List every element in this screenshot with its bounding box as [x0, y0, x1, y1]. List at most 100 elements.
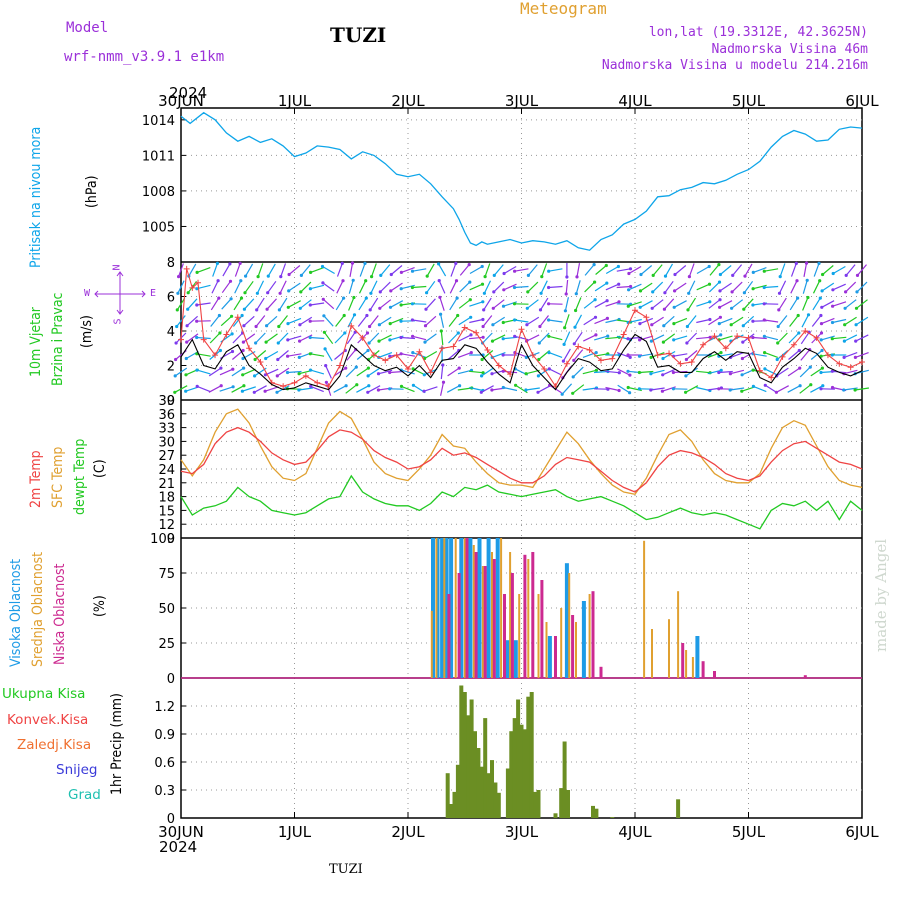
- precip-total-label: Ukupna Kisa: [2, 686, 86, 702]
- wind-arrow-head: [215, 261, 219, 265]
- wind-arrow: [210, 315, 220, 327]
- wind-arrow-head: [708, 300, 712, 304]
- wind-arrow: [605, 265, 619, 275]
- wind-arrow-head: [364, 296, 368, 300]
- wind-arrow: [845, 281, 857, 293]
- wind-arrow: [565, 279, 569, 295]
- wind-arrow: [639, 370, 654, 374]
- wind-arrow-head: [740, 373, 744, 377]
- wind-arrow: [277, 332, 289, 344]
- wind-arrow: [267, 263, 276, 277]
- wind-arrow-head: [502, 271, 506, 276]
- wind-arrow: [650, 387, 665, 391]
- wind-arrow-head: [368, 324, 372, 329]
- wind-arrow: [844, 316, 857, 326]
- wind-arrow-head: [741, 324, 745, 328]
- wind-arrow-head: [378, 306, 382, 310]
- cloud-bar-mid: [491, 552, 493, 678]
- wind-arrow-head: [275, 390, 279, 394]
- cloud-bar-high: [547, 636, 552, 678]
- wind-arrow-head: [469, 333, 473, 337]
- y-tick-label: 18: [158, 491, 175, 506]
- precip-bar: [479, 766, 484, 818]
- wind-arrow-head: [322, 330, 326, 334]
- wind-arrow-head: [649, 355, 653, 359]
- precip-bar: [553, 813, 558, 818]
- wind-arrow: [719, 317, 733, 325]
- wind-gust-marker: [790, 341, 797, 348]
- wind-arrow-head: [240, 313, 244, 318]
- wind-arrow: [575, 297, 582, 311]
- wind-arrow-head: [344, 384, 348, 388]
- wind-gust-marker: [654, 352, 661, 359]
- model-name: wrf-nmm_v3.9.1 e1km: [64, 49, 225, 65]
- wind-arrow: [855, 352, 869, 358]
- wind-arrow-head: [242, 307, 246, 311]
- wind-arrow-head: [481, 335, 485, 339]
- wind-arrow-head: [238, 261, 242, 265]
- wind-arrow: [639, 317, 654, 325]
- wind-arrow-head: [514, 383, 518, 387]
- wind-arrow-head: [354, 365, 358, 369]
- wind-arrow-head: [320, 264, 325, 269]
- wind-arrow: [503, 283, 517, 291]
- y-tick-label: 0.6: [154, 756, 175, 771]
- wind-arrow-head: [842, 355, 846, 359]
- wind-gust-marker: [257, 359, 264, 366]
- wind-arrow: [266, 315, 278, 327]
- wind-arrow-head: [176, 291, 180, 295]
- wind-arrow: [778, 280, 787, 294]
- x-tick-label-bottom: 4JUL: [618, 823, 652, 841]
- wind-arrow: [265, 368, 279, 376]
- wind-arrow-head: [186, 291, 190, 295]
- wind-arrow: [174, 385, 188, 393]
- wind-arrow-head: [481, 300, 485, 304]
- wind-arrow: [718, 335, 733, 341]
- wind-arrow-head: [513, 269, 517, 273]
- wind-arrow-head: [806, 313, 811, 317]
- wind-arrow-head: [298, 306, 302, 310]
- x-tick-label-top: 6JUL: [845, 92, 879, 110]
- wind-arrow-head: [253, 357, 257, 362]
- wind-arrow: [243, 315, 255, 327]
- wind-arrow: [491, 352, 506, 358]
- wind-arrow: [280, 263, 287, 277]
- wind-arrow-head: [256, 275, 260, 279]
- wind-gust-marker: [484, 346, 491, 353]
- wind-arrow: [537, 385, 551, 393]
- wind-arrow-head: [626, 304, 630, 308]
- wind-arrow: [663, 315, 675, 327]
- wind-arrow: [843, 369, 858, 375]
- wind-arrow: [696, 265, 710, 275]
- wind-arrow-head: [718, 289, 722, 293]
- wind-arrow: [256, 297, 265, 311]
- wind-arrow: [663, 333, 676, 343]
- precip-bar: [516, 699, 521, 818]
- wind-gust-marker: [178, 336, 184, 343]
- wind-arrow-head: [490, 388, 494, 392]
- wind-arrow-head: [707, 264, 711, 269]
- wind-arrow: [779, 263, 786, 277]
- wind-arrow: [323, 331, 334, 345]
- wind-arrow-head: [572, 342, 576, 346]
- wind-arrow-head: [672, 305, 676, 309]
- cloud-bar-high: [431, 538, 435, 678]
- wind-arrow-head: [242, 384, 246, 388]
- wind-arrow-head: [805, 278, 809, 282]
- wind-gust-marker: [325, 383, 332, 390]
- wind-arrow: [196, 385, 211, 393]
- wind-arrow: [575, 280, 581, 294]
- wind-arrow: [219, 386, 234, 392]
- wind-arrow: [514, 319, 529, 323]
- wind-arrow: [426, 280, 436, 294]
- wind-arrow-head: [762, 269, 766, 273]
- wind-arrow-head: [687, 275, 692, 279]
- wind-arrow: [287, 370, 302, 374]
- wind-arrow-head: [481, 371, 485, 375]
- wind-arrow: [584, 281, 596, 293]
- wind-arrow-head: [819, 370, 823, 375]
- wind-arrow-head: [230, 349, 235, 354]
- y-tick-label: 1.2: [154, 700, 175, 715]
- wind-arrow-head: [491, 306, 495, 310]
- cloud-bar-low: [531, 552, 535, 678]
